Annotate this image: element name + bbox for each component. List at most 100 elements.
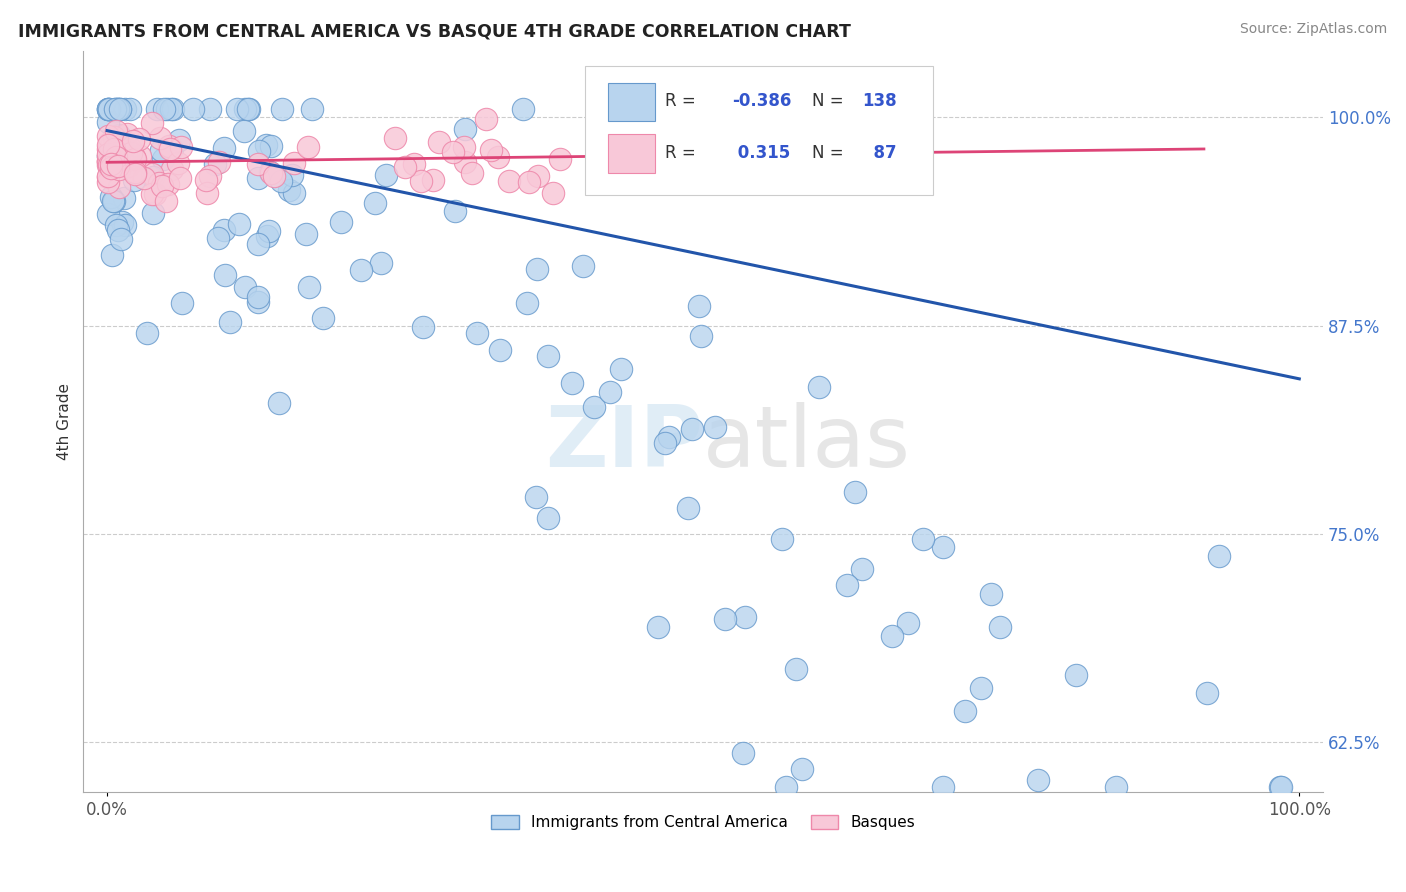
Point <box>851 562 873 576</box>
Point <box>122 150 145 164</box>
Point <box>233 280 256 294</box>
Point <box>970 681 993 695</box>
Point <box>422 172 444 186</box>
Point <box>932 540 955 554</box>
Point <box>107 102 129 116</box>
Point <box>384 130 406 145</box>
Point <box>97 149 120 163</box>
Point <box>486 150 509 164</box>
Point <box>204 157 226 171</box>
Point <box>104 102 127 116</box>
Point <box>246 295 269 310</box>
Point <box>97 102 120 116</box>
Point <box>97 207 120 221</box>
Point <box>105 218 128 232</box>
Point <box>136 326 159 341</box>
Point <box>112 191 135 205</box>
Point <box>212 222 235 236</box>
Point <box>169 133 191 147</box>
Point <box>988 620 1011 634</box>
Point <box>297 280 319 294</box>
Point <box>1208 549 1230 563</box>
Point <box>519 175 541 189</box>
Point <box>100 161 122 175</box>
Point <box>1064 667 1087 681</box>
Point <box>246 157 269 171</box>
Text: 138: 138 <box>862 92 897 110</box>
Point <box>97 136 120 150</box>
Point <box>105 152 128 166</box>
Point <box>498 173 520 187</box>
Point <box>932 780 955 794</box>
Point <box>1026 772 1049 787</box>
Point <box>516 295 538 310</box>
Point <box>97 102 120 116</box>
Point <box>835 578 858 592</box>
Point <box>120 144 142 158</box>
Point <box>259 165 281 179</box>
Point <box>537 511 560 525</box>
Point <box>108 152 131 166</box>
Point <box>770 532 793 546</box>
Point <box>233 102 256 116</box>
Point <box>118 141 141 155</box>
Point <box>704 420 727 434</box>
Point <box>160 162 183 177</box>
Point <box>97 158 120 172</box>
Point <box>297 139 319 153</box>
Point <box>912 532 935 546</box>
Point <box>526 169 548 183</box>
Point <box>97 147 120 161</box>
Point <box>162 142 184 156</box>
Point <box>104 102 127 116</box>
Point <box>169 140 191 154</box>
Text: atlas: atlas <box>703 402 911 485</box>
Point <box>108 179 131 194</box>
Point <box>118 102 141 116</box>
Point <box>548 152 571 166</box>
Point <box>526 262 548 277</box>
Point <box>141 167 163 181</box>
Point <box>427 135 450 149</box>
Point <box>97 146 120 161</box>
Point <box>524 490 547 504</box>
Point <box>148 176 170 190</box>
Point <box>97 169 120 183</box>
Point <box>155 194 177 209</box>
Point <box>350 263 373 277</box>
Point <box>103 142 125 156</box>
Point <box>97 138 120 153</box>
Point <box>259 225 281 239</box>
Point <box>110 102 132 116</box>
Point <box>103 130 125 145</box>
Text: N =: N = <box>813 92 844 110</box>
Point <box>169 171 191 186</box>
Point <box>236 102 259 116</box>
Point <box>207 231 229 245</box>
Point <box>142 206 165 220</box>
Point <box>103 194 125 209</box>
Point <box>104 103 127 118</box>
Point <box>465 326 488 340</box>
Point <box>541 186 564 200</box>
Text: R =: R = <box>665 92 700 110</box>
Point <box>104 124 127 138</box>
Point <box>269 396 291 410</box>
Point <box>375 168 398 182</box>
Point <box>114 145 136 159</box>
Text: -0.386: -0.386 <box>731 92 792 110</box>
Point <box>731 747 754 761</box>
Point <box>124 152 146 166</box>
Point <box>129 149 152 163</box>
Point <box>897 615 920 630</box>
Text: 87: 87 <box>862 144 897 162</box>
Point <box>122 134 145 148</box>
Point <box>97 102 120 116</box>
Point <box>146 102 169 116</box>
Point <box>537 349 560 363</box>
Point <box>107 136 129 151</box>
Point <box>283 156 305 170</box>
Point <box>214 268 236 282</box>
Point <box>110 232 132 246</box>
Point <box>676 501 699 516</box>
